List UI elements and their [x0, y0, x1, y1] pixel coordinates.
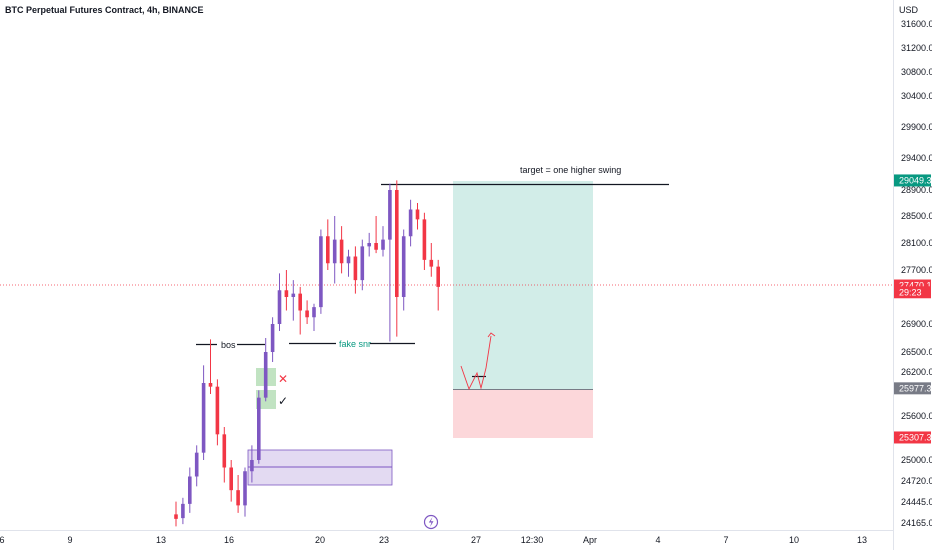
price-badge: 25307.3: [894, 431, 932, 444]
chart-title: BTC Perpetual Futures Contract, 4h, BINA…: [5, 5, 204, 15]
x-tick-label: 9: [67, 535, 72, 545]
x-tick-label: 6: [0, 535, 5, 545]
candle: [367, 232, 371, 257]
x-tick-label: 7: [723, 535, 728, 545]
price-badge: 29:23: [894, 286, 931, 299]
candle: [401, 229, 406, 311]
x-tick-label: 10: [789, 535, 799, 545]
y-tick-label: 31200.0: [901, 43, 932, 53]
x-tick-label: 13: [156, 535, 166, 545]
y-tick-label: 31600.0: [901, 19, 932, 29]
candle: [257, 390, 261, 464]
candle: [326, 219, 330, 270]
fake-snr-label: fake snr: [339, 339, 371, 349]
y-tick-label: 29900.0: [901, 122, 932, 132]
x-tick-label: 20: [315, 535, 325, 545]
candle: [312, 303, 316, 331]
price-badge: 25977.3: [894, 382, 932, 395]
svg-text:27470.1: 27470.1: [899, 281, 932, 291]
y-tick-label: 24720.0: [901, 476, 932, 486]
y-tick-label: 26200.0: [901, 367, 932, 377]
bos-label-bg: [217, 339, 237, 350]
y-axis-ticks[interactable]: 31600.0 31200.0 30800.0 30400.0 29900.0 29400…: [901, 19, 932, 528]
y-tick-label: 24165.0: [901, 518, 932, 528]
bos-label: bos: [221, 340, 236, 350]
y-tick-label: 26900.0: [901, 319, 932, 329]
candle: [243, 467, 247, 517]
y-tick-label: 30800.0: [901, 67, 932, 77]
x-tick-label: 13: [857, 535, 867, 545]
x-tick-label: 23: [379, 535, 389, 545]
candle: [422, 212, 427, 270]
candle: [208, 339, 213, 394]
candle: [194, 445, 199, 487]
x-tick-label: Apr: [583, 535, 597, 545]
y-tick-label: 26500.0: [901, 347, 932, 357]
profit-zone[interactable]: [453, 181, 593, 390]
candle: [181, 497, 185, 525]
candle: [436, 259, 440, 311]
candle: [360, 239, 365, 291]
lightning-icon[interactable]: [423, 514, 439, 530]
projected-path[interactable]: [460, 335, 492, 391]
candle: [339, 226, 344, 274]
candle: [395, 180, 399, 337]
candle: [215, 379, 220, 446]
candle: [305, 300, 309, 324]
svg-text:25307.3: 25307.3: [899, 432, 932, 442]
y-tick-label: 28100.0: [901, 238, 932, 248]
price-badge: 29049.3: [894, 174, 932, 187]
candle: [298, 286, 302, 335]
candle: [174, 501, 178, 527]
y-tick-label: 30400.0: [901, 91, 932, 101]
target-label: target = one higher swing: [520, 165, 621, 175]
candle: [270, 317, 275, 362]
candle: [236, 475, 240, 513]
x-tick-label: 4: [655, 535, 660, 545]
accept-mark: ✓: [278, 394, 288, 408]
candle: [381, 226, 385, 257]
y-tick-label: 29400.0: [901, 153, 932, 163]
candle: [277, 273, 282, 331]
x-tick-label: 12:30: [521, 535, 544, 545]
candle: [374, 216, 378, 254]
x-axis-ticks[interactable]: 6 9 13 16 20 23 27 12:30 Apr 4 7 10 13: [0, 535, 867, 545]
y-tick-label: 27700.0: [901, 265, 932, 275]
candle: [429, 243, 434, 277]
loss-zone[interactable]: [453, 390, 593, 438]
candle: [319, 229, 323, 314]
y-tick-label: 25000.0: [901, 455, 932, 465]
fake-snr-label-bg: [336, 338, 370, 349]
candle: [353, 246, 358, 294]
price-badges: 29049.3 27470.129:23 25977.3 25307.3: [894, 174, 932, 444]
candle: [415, 203, 420, 230]
svg-text:29049.3: 29049.3: [899, 175, 932, 185]
candle: [346, 249, 351, 277]
candle: [229, 460, 233, 502]
x-tick-label: 27: [471, 535, 481, 545]
y-tick-label: 28900.0: [901, 185, 932, 195]
x-tick-label: 16: [224, 535, 234, 545]
svg-text:25977.3: 25977.3: [899, 383, 932, 393]
candle: [263, 338, 268, 402]
projected-arrow-head: [487, 332, 496, 338]
y-tick-label: 25600.0: [901, 411, 932, 421]
candle: [388, 183, 392, 342]
currency-label: USD: [899, 5, 919, 15]
svg-text:29:23: 29:23: [899, 287, 922, 297]
candle: [201, 365, 206, 460]
candle: [250, 445, 254, 483]
candle: [188, 467, 192, 513]
y-tick-label: 24445.0: [901, 497, 932, 507]
candle: [291, 280, 296, 321]
candles: [174, 180, 440, 527]
candle: [408, 199, 413, 247]
reject-mark: ✕: [278, 372, 288, 386]
candle: [222, 427, 227, 483]
candle: [332, 216, 337, 284]
candle: [284, 270, 289, 311]
y-tick-label: 28500.0: [901, 211, 932, 221]
